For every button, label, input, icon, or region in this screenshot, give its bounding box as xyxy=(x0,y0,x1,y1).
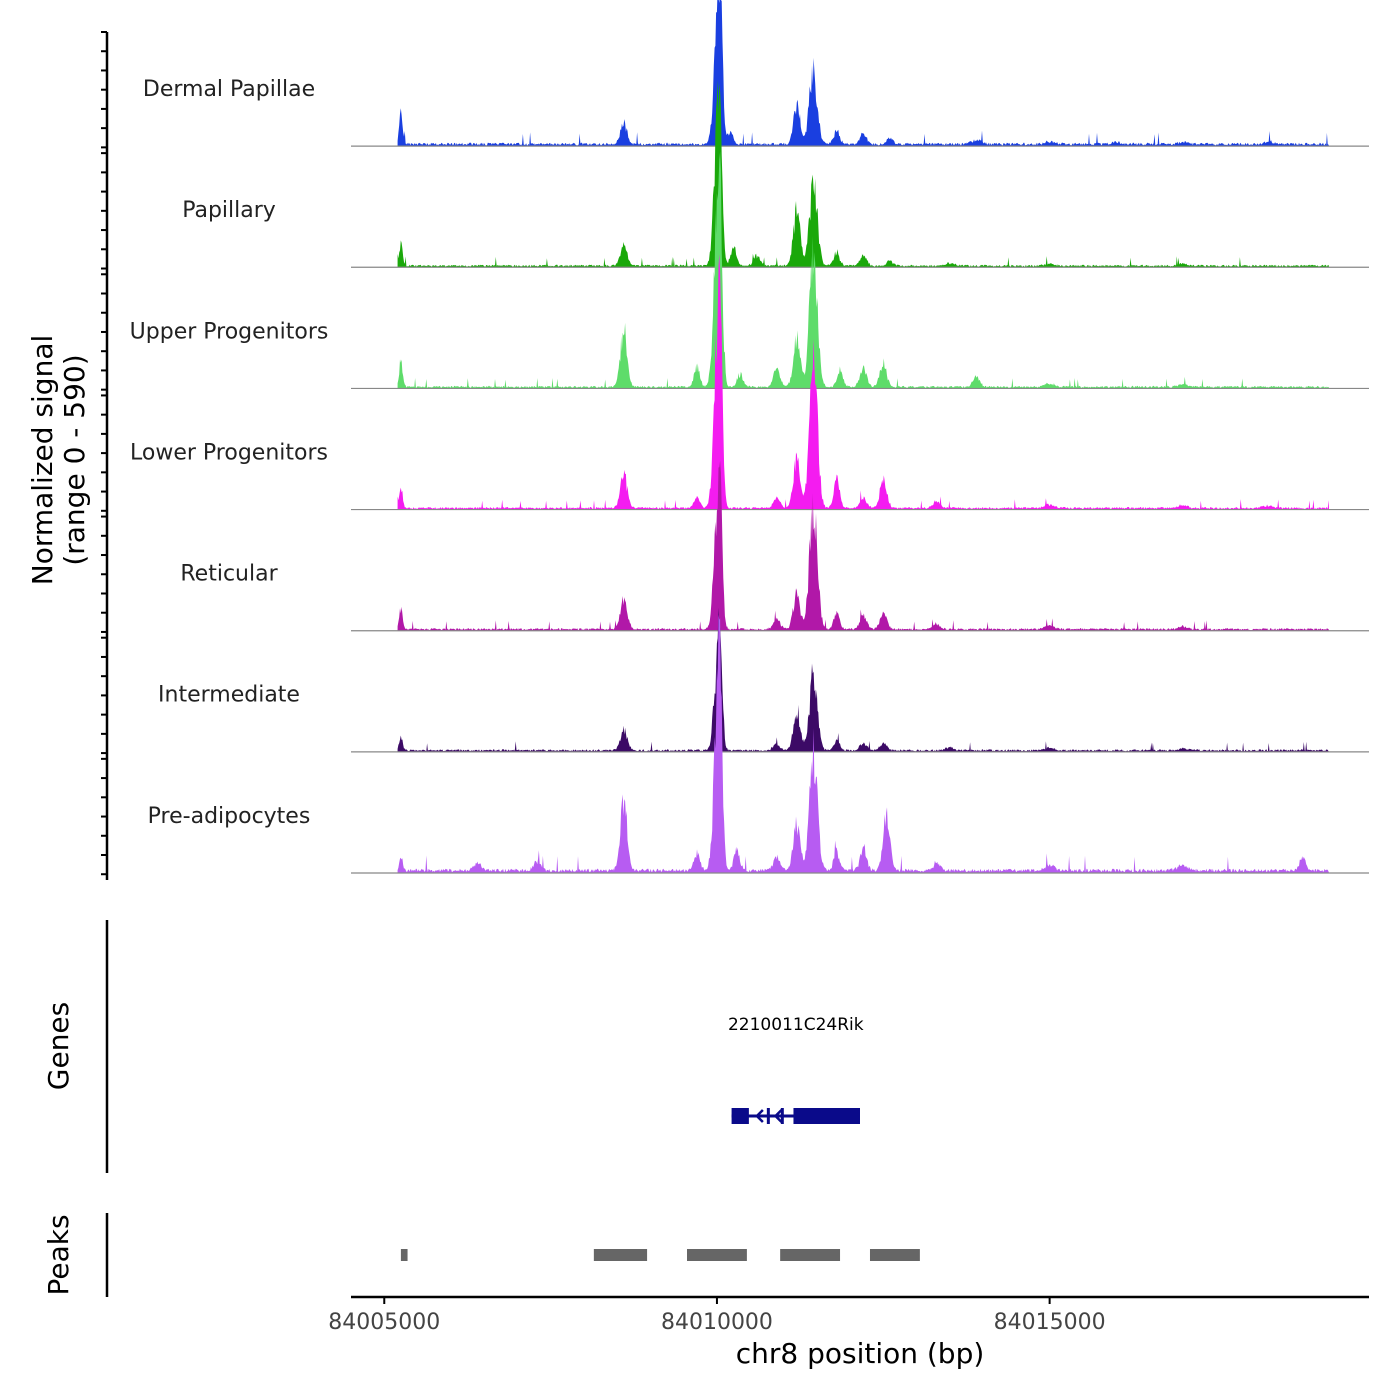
track-lower-progenitors: Lower Progenitors xyxy=(130,254,1369,511)
track-label: Lower Progenitors xyxy=(130,440,328,465)
gene-exon xyxy=(793,1108,860,1124)
coverage-area xyxy=(397,151,1330,389)
x-tick-label: 84015000 xyxy=(994,1310,1106,1335)
peak-region xyxy=(400,1249,408,1261)
track-dermal-papillae: Dermal Papillae xyxy=(143,0,1369,147)
coverage-area xyxy=(397,460,1330,631)
peak-regions xyxy=(400,1249,920,1261)
peak-region xyxy=(869,1249,920,1261)
coverage-tracks: Dermal Papillae Papillary Upper Progenitor… xyxy=(130,0,1369,874)
gene-exon xyxy=(766,1108,770,1124)
peak-region xyxy=(593,1249,648,1261)
peak-region xyxy=(780,1249,841,1261)
gene-exon xyxy=(731,1108,749,1124)
gene-annotations: 2210011C24Rik xyxy=(728,1015,864,1124)
peak-region xyxy=(687,1249,747,1261)
gene-2210011C24Rik: 2210011C24Rik xyxy=(728,1015,864,1124)
strand-arrow xyxy=(755,1109,764,1123)
signal-axis-title: Normalized signal xyxy=(26,335,59,586)
track-label: Intermediate xyxy=(158,683,300,708)
coverage-area xyxy=(397,0,1330,147)
coverage-area xyxy=(397,79,1330,268)
track-label: Reticular xyxy=(180,562,278,587)
track-upper-progenitors: Upper Progenitors xyxy=(130,151,1369,390)
x-tick-label: 84005000 xyxy=(328,1310,440,1335)
gene-exon xyxy=(780,1108,784,1124)
track-label: Pre-adipocytes xyxy=(148,804,311,829)
peaks-axis-title: Peaks xyxy=(42,1214,75,1295)
strand-arrow xyxy=(773,1109,783,1123)
x-tick-label: 84010000 xyxy=(661,1310,773,1335)
gene-name-label: 2210011C24Rik xyxy=(728,1015,864,1035)
signal-axis-ticks xyxy=(101,31,107,876)
track-label: Papillary xyxy=(182,198,276,223)
signal-axis-range: (range 0 - 590) xyxy=(58,354,91,565)
track-label: Dermal Papillae xyxy=(143,77,315,102)
track-label: Upper Progenitors xyxy=(130,319,329,344)
genes-axis-title: Genes xyxy=(42,1002,75,1090)
x-axis-ticks: 84005000 84010000 84015000 xyxy=(328,1297,1106,1335)
track-pre-adipocytes: Pre-adipocytes xyxy=(148,614,1369,874)
track-reticular: Reticular xyxy=(180,460,1369,632)
track-papillary: Papillary xyxy=(182,79,1369,268)
track-intermediate: Intermediate xyxy=(158,607,1369,753)
x-axis-title: chr8 position (bp) xyxy=(736,1337,985,1370)
